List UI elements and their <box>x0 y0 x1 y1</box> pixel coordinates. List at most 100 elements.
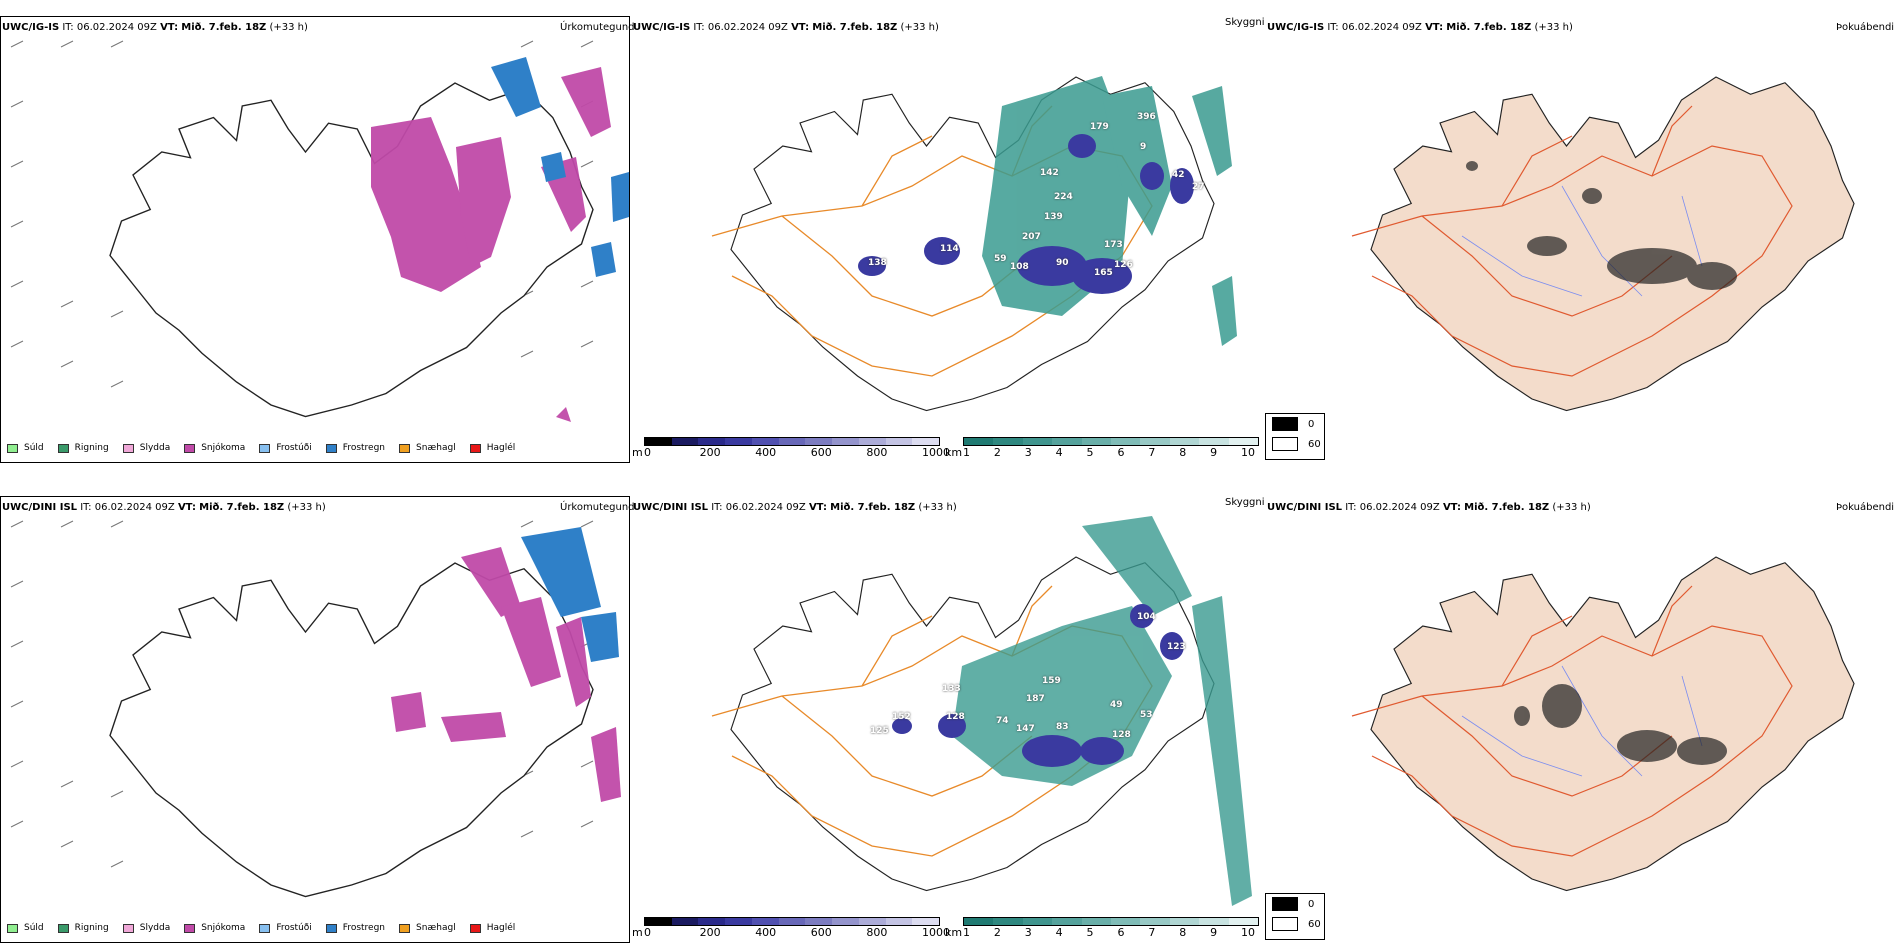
scale-color-segment <box>778 918 806 925</box>
scale-tick-label: 0 <box>644 926 651 939</box>
scale-tick-label: 200 <box>699 926 721 939</box>
scale-tick-label: 8 <box>1179 446 1187 459</box>
vis-label: 138 <box>868 258 887 268</box>
vis-label: 179 <box>1090 122 1109 132</box>
panel-header-fog-2: UWC/DINI ISL IT: 06.02.2024 09Z VT: Mið.… <box>1267 502 1591 513</box>
scale-color-segment <box>1140 918 1170 925</box>
scale-tick-label: 2 <box>993 926 1001 939</box>
height-scale-unit-2: m <box>632 926 643 939</box>
swatch-haglel <box>469 923 481 933</box>
scale-color-segment <box>671 918 699 925</box>
scale-color-segment <box>645 438 672 445</box>
scale-tick-label: 800 <box>866 446 888 459</box>
scale-tick-label: 0 <box>644 446 651 459</box>
fog-legend-white-box <box>1272 437 1298 451</box>
scale-tick-label: 3 <box>1024 926 1032 939</box>
legend-item-frostudi: Frostúði <box>259 923 312 933</box>
scale-color-segment <box>645 918 672 925</box>
swatch-rigning <box>57 443 69 453</box>
scale-color-segment <box>832 438 859 445</box>
legend-item-snjokoma: Snjókoma <box>184 443 245 453</box>
vis-label: 123 <box>1167 642 1186 652</box>
vis-label: 173 <box>1104 240 1123 250</box>
scale-color-segment <box>832 918 859 925</box>
scale-color-segment <box>1111 438 1141 445</box>
scale-color-segment <box>751 438 779 445</box>
height-scale-ticks-1: 0 200 400 600 800 1000 <box>644 446 950 460</box>
swatch-sudd <box>7 443 18 453</box>
vis-label: 49 <box>1110 700 1123 710</box>
legend-item-snjokoma: Snjókoma <box>184 923 245 933</box>
visibility-map-1: 179 396 142 224 139 207 173 126 114 59 1… <box>632 36 1262 436</box>
swatch-slydda <box>122 923 134 933</box>
scale-color-segment <box>805 438 833 445</box>
scale-tick-label: 10 <box>1241 446 1255 459</box>
vis-label: 126 <box>1114 260 1133 270</box>
legend-item-haglel: Haglél <box>469 443 515 453</box>
scale-color-segment <box>698 438 726 445</box>
fog-legend-1: 0 60 <box>1265 413 1325 460</box>
scale-color-segment <box>1140 438 1170 445</box>
legend-item-haglel: Haglél <box>469 923 515 933</box>
panel-title-vis-2: Skyggni <box>1225 497 1265 508</box>
legend-item-rigning: Rigning <box>57 443 109 453</box>
scale-color-segment <box>725 438 752 445</box>
precip-legend-2: Súld Rigning Slydda Snjókoma Frostúði Fr… <box>7 923 529 933</box>
height-scale-colors-2 <box>644 917 940 926</box>
scale-tick-label: 4 <box>1055 926 1063 939</box>
scale-tick-label: 800 <box>866 926 888 939</box>
panel-title-fog-1: Þokuábendi <box>1836 22 1895 33</box>
scale-tick-label: 1000 <box>922 446 950 459</box>
swatch-frostudi <box>259 923 271 933</box>
height-scale-2: m 0 200 400 600 800 1000 <box>632 917 950 941</box>
vis-label: 152 <box>892 712 911 722</box>
scale-tick-label: 400 <box>755 926 777 939</box>
vis-label: 108 <box>1010 262 1029 272</box>
vis-label: 27 <box>1192 182 1205 192</box>
panel-header-precip-2: UWC/DINI ISL IT: 06.02.2024 09Z VT: Mið.… <box>2 502 326 513</box>
scale-tick-label: 1 <box>963 446 970 459</box>
legend-item-rigning: Rigning <box>57 923 109 933</box>
precip-type-panel-1: Súld Rigning Slydda Snjókoma Frostúði Fr… <box>0 16 630 463</box>
vis-scale-unit-2: km <box>945 926 963 939</box>
scale-tick-label: 5 <box>1086 446 1094 459</box>
fog-map-2 <box>1262 516 1892 916</box>
vis-scale-colors-1 <box>963 437 1259 446</box>
scale-tick-label: 4 <box>1055 446 1063 459</box>
visibility-scale-2: km 1 2 3 4 5 6 7 8 9 10 <box>945 917 1265 941</box>
fog-legend-black-box <box>1272 417 1298 431</box>
scale-tick-label: 5 <box>1086 926 1094 939</box>
legend-item-sudd: Súld <box>7 443 44 453</box>
legend-item-slydda: Slydda <box>122 443 170 453</box>
vis-label: 133 <box>942 684 961 694</box>
panel-header-precip-1: UWC/IG-IS IT: 06.02.2024 09Z VT: Mið. 7.… <box>2 22 308 33</box>
scale-color-segment <box>1022 438 1053 445</box>
scale-color-segment <box>1199 918 1229 925</box>
panel-title-fog-2: Þokuábendi <box>1836 502 1895 513</box>
vis-label: 128 <box>1112 730 1131 740</box>
scale-color-segment <box>1228 918 1259 925</box>
scale-color-segment <box>1169 438 1200 445</box>
scale-color-segment <box>671 438 699 445</box>
scale-tick-label: 600 <box>810 926 832 939</box>
scale-tick-label: 600 <box>810 446 832 459</box>
swatch-rigning <box>57 923 69 933</box>
swatch-snaehagl <box>399 443 411 453</box>
panel-title-vis-1: Skyggni <box>1225 17 1265 28</box>
scale-color-segment <box>751 918 779 925</box>
scale-tick-label: 7 <box>1148 926 1156 939</box>
precip-type-map-1 <box>1 17 631 437</box>
scale-tick-label: 6 <box>1117 446 1125 459</box>
vis-label: 159 <box>1042 676 1061 686</box>
swatch-sudd <box>7 923 18 933</box>
height-scale-1: m 0 200 400 600 800 1000 <box>632 437 950 461</box>
vis-label: 59 <box>994 254 1007 264</box>
scale-color-segment <box>1111 918 1141 925</box>
vis-label: 165 <box>1094 268 1113 278</box>
panel-title-precip-1: Úrkomutegund <box>560 22 635 33</box>
legend-item-sudd: Súld <box>7 923 44 933</box>
vis-label: 83 <box>1056 722 1069 732</box>
scale-color-segment <box>698 918 726 925</box>
scale-color-segment <box>885 438 913 445</box>
swatch-frostregn <box>325 923 337 933</box>
